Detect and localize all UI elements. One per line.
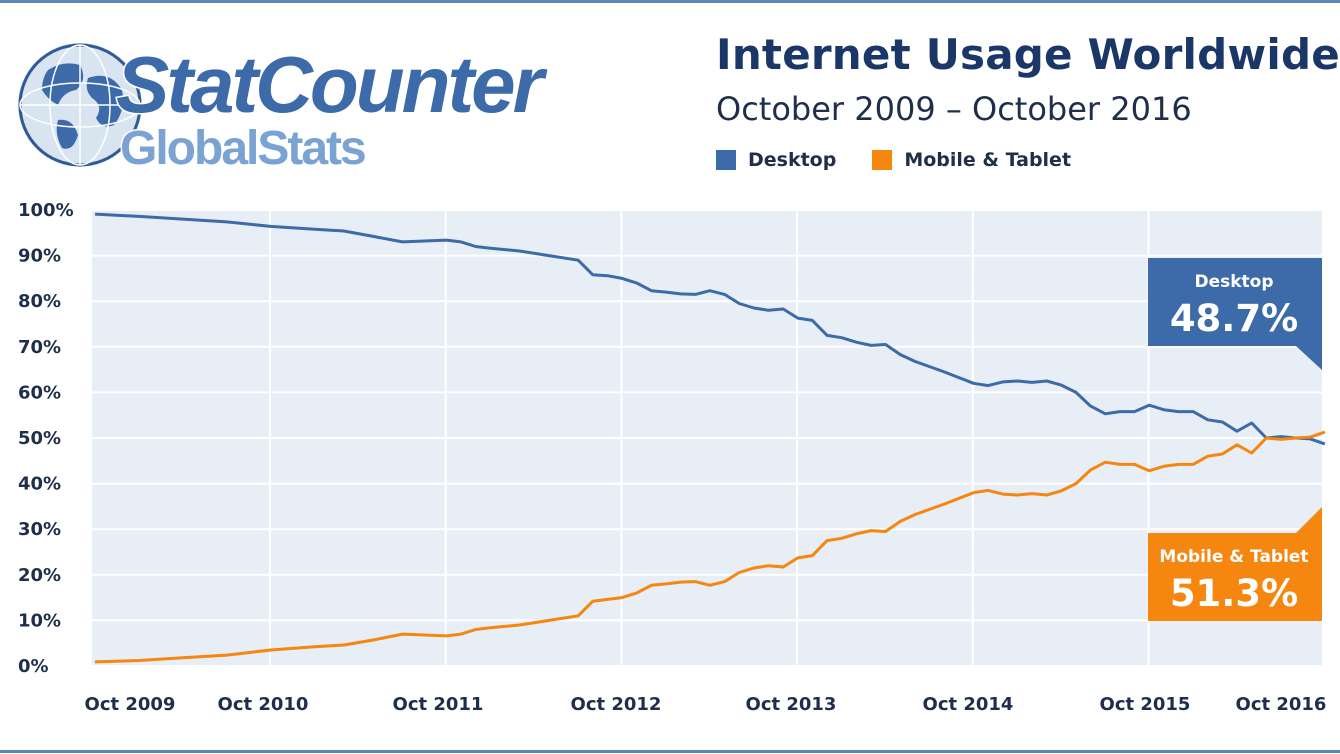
callout-desktop-label: Desktop xyxy=(1194,272,1273,292)
legend-label-mobile: Mobile & Tablet xyxy=(904,149,1072,171)
bottom-border xyxy=(0,750,1340,753)
chart-legend: Desktop Mobile & Tablet xyxy=(716,148,1107,172)
top-border xyxy=(0,0,1340,3)
y-tick-label: 20% xyxy=(18,565,61,586)
callout-mobile-value: 51.3% xyxy=(1170,572,1298,615)
callout-desktop xyxy=(1148,258,1322,370)
legend-item-desktop: Desktop xyxy=(716,149,836,171)
x-tick-label: Oct 2012 xyxy=(571,694,662,715)
y-tick-label: 0% xyxy=(18,656,49,677)
logo-line-1: StatCounter xyxy=(116,40,548,129)
x-tick-label: Oct 2013 xyxy=(746,694,837,715)
chart-subtitle: October 2009 – October 2016 xyxy=(716,90,1192,128)
callout-desktop-value: 48.7% xyxy=(1170,297,1298,340)
y-tick-label: 80% xyxy=(18,291,61,312)
y-tick-label: 100% xyxy=(18,200,74,221)
desktop-line xyxy=(94,212,1326,446)
callout-mobile-label: Mobile & Tablet xyxy=(1159,547,1308,567)
x-tick-label: Oct 2011 xyxy=(393,694,484,715)
x-tick-label: Oct 2016 xyxy=(1236,694,1327,715)
y-tick-label: 40% xyxy=(18,474,61,495)
y-tick-label: 90% xyxy=(18,246,61,267)
mobile-tablet-line xyxy=(94,430,1326,664)
legend-swatch-desktop xyxy=(716,150,736,170)
globe-icon xyxy=(18,43,142,167)
y-tick-label: 10% xyxy=(18,610,61,631)
y-tick-label: 70% xyxy=(18,337,61,358)
y-tick-label: 50% xyxy=(18,428,61,449)
y-tick-label: 30% xyxy=(18,519,61,540)
y-tick-label: 60% xyxy=(18,382,61,403)
x-tick-label: Oct 2009 xyxy=(85,694,176,715)
legend-swatch-mobile xyxy=(872,150,893,170)
x-tick-label: Oct 2014 xyxy=(923,694,1014,715)
statcounter-logo: StatCounter GlobalStats xyxy=(18,39,552,177)
x-tick-label: Oct 2015 xyxy=(1100,694,1191,715)
x-tick-label: Oct 2010 xyxy=(218,694,309,715)
chart-title: Internet Usage Worldwide xyxy=(716,30,1340,79)
legend-label-desktop: Desktop xyxy=(748,149,837,171)
logo-line-2: GlobalStats xyxy=(120,122,365,175)
legend-item-mobile: Mobile & Tablet xyxy=(872,149,1071,171)
callout-mobile xyxy=(1148,507,1322,621)
